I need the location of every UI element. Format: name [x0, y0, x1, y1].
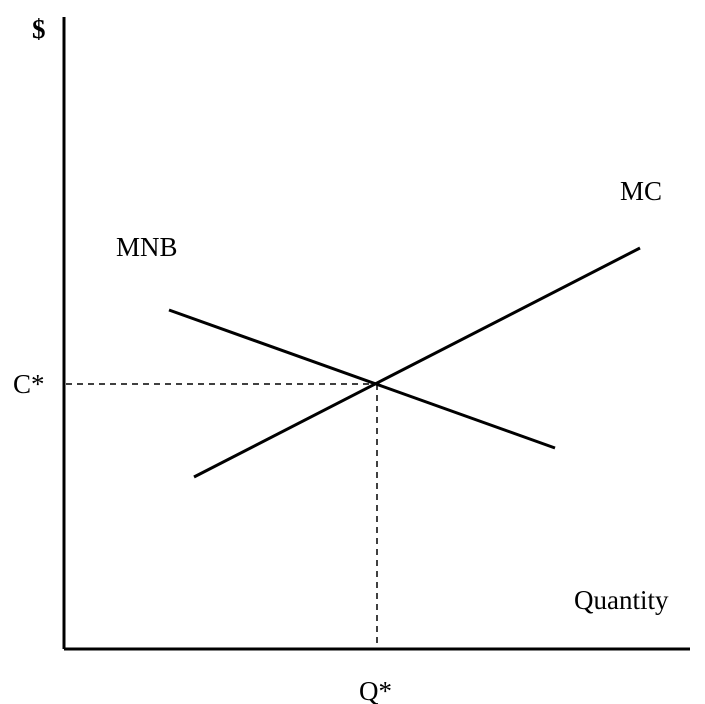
mc-curve-label: MC	[620, 176, 662, 206]
y-axis-label: $	[32, 14, 46, 44]
price-marker-label: C*	[13, 369, 45, 399]
quantity-marker-label: Q*	[359, 676, 392, 704]
mnb-curve-label: MNB	[116, 232, 178, 262]
mnb-curve	[168, 308, 556, 450]
mc-curve	[193, 246, 641, 479]
x-axis-label: Quantity	[574, 585, 669, 615]
